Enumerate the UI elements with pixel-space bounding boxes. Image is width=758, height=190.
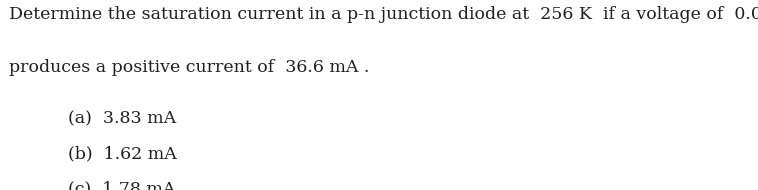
Text: (a)  3.83 mA: (a) 3.83 mA [68, 110, 177, 127]
Text: (b)  1.62 mA: (b) 1.62 mA [68, 145, 177, 162]
Text: Determine the saturation current in a p-n junction diode at  256 K  if a voltage: Determine the saturation current in a p-… [9, 6, 758, 23]
Text: (c)  1.78 mA: (c) 1.78 mA [68, 180, 176, 190]
Text: produces a positive current of  36.6 mA .: produces a positive current of 36.6 mA . [9, 59, 369, 76]
